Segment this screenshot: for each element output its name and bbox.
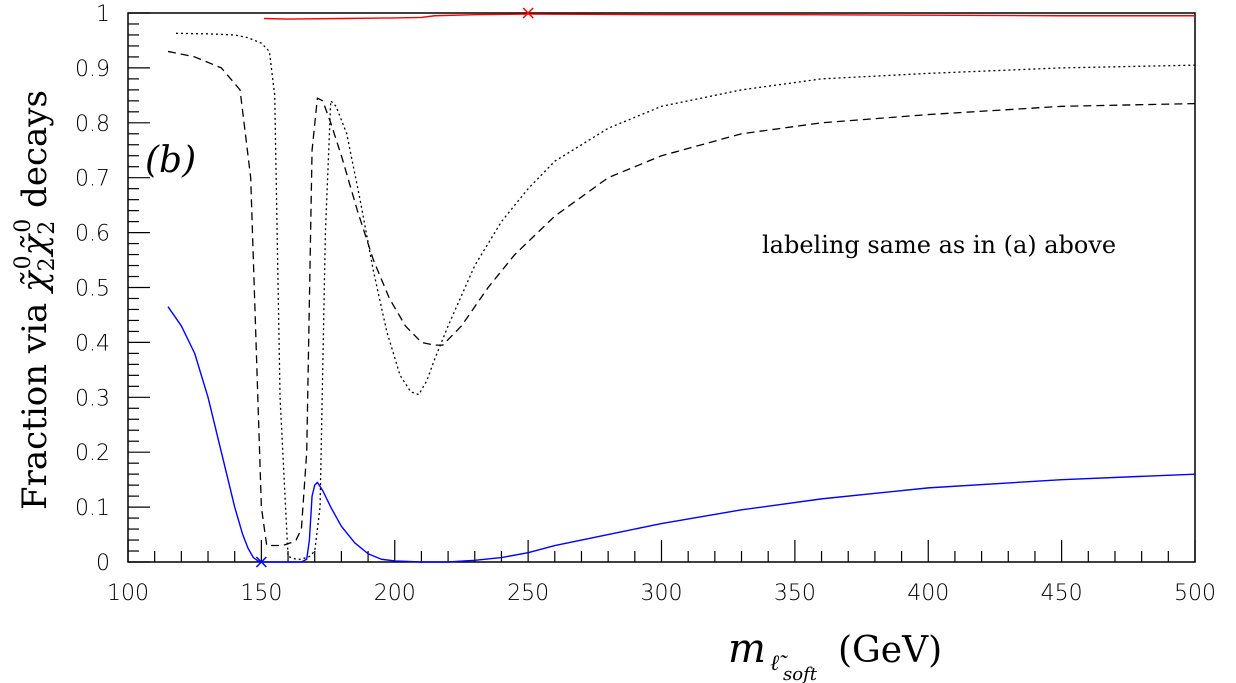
- panel-label: (b): [145, 140, 196, 181]
- y-axis-label-sub-1: 2: [35, 257, 60, 271]
- tick-labels: 100 150 200 250 300 350 400 450 500 0 0.1 0.2 0.3 0.4…: [75, 2, 1216, 606]
- x-tick-label: 400: [907, 581, 949, 606]
- x-axis-label-main: m: [728, 626, 766, 672]
- series-line-dotted-2: [175, 32, 1196, 560]
- x-axis-label: m ℓ̃ soft (GeV): [728, 626, 942, 683]
- x-tick-label: 500: [1174, 581, 1216, 606]
- y-axis-label-sup-2: 0: [11, 219, 36, 233]
- series-line-dashed-3: [167, 50, 1196, 547]
- x-tick-label: 350: [774, 581, 816, 606]
- x-tick-label: 150: [240, 581, 282, 606]
- series-line-solid-4: [167, 306, 1196, 563]
- plot-frame: [127, 12, 1196, 563]
- y-axis-label: Fraction via χ̃20χ̃20 decays: [11, 90, 60, 510]
- series-marker: [522, 7, 534, 19]
- y-tick-label: 0.4: [75, 331, 110, 356]
- series-line-solid-1: [264, 13, 1195, 20]
- y-axis-label-text: Fraction via χ̃20χ̃20 decays: [11, 90, 60, 510]
- y-axis-label-chi-1: χ̃: [15, 269, 55, 294]
- x-tick-label: 200: [374, 581, 416, 606]
- y-tick-label: 0.9: [75, 57, 110, 82]
- series-layer: [167, 13, 1196, 563]
- y-axis-label-sub-2: 2: [35, 221, 60, 235]
- y-axis-label-sup-1: 0: [11, 255, 36, 269]
- x-axis-label-sub-script: soft: [783, 664, 818, 683]
- x-tick-label: 300: [641, 581, 683, 606]
- x-tick-label: 450: [1041, 581, 1083, 606]
- y-tick-label: 0.3: [75, 386, 110, 411]
- x-tick-label: 100: [107, 581, 149, 606]
- y-tick-label: 0.8: [75, 112, 110, 137]
- y-tick-label: 0.7: [75, 167, 110, 192]
- y-tick-label: 0.5: [75, 277, 110, 302]
- annotation: labeling same as in (a) above: [762, 231, 1116, 259]
- series-marker: [255, 556, 267, 568]
- y-tick-label: 0.1: [75, 496, 110, 521]
- x-axis-label-unit: (GeV): [838, 630, 942, 671]
- y-axis-label-suffix: decays: [15, 90, 55, 219]
- x-tick-label: 250: [507, 581, 549, 606]
- marker-layer: [255, 7, 534, 568]
- y-axis-label-prefix: Fraction via: [15, 292, 55, 510]
- y-axis-label-chi-2: χ̃: [15, 232, 55, 257]
- axis-ticks: [127, 12, 1196, 563]
- y-tick-label: 0.6: [75, 222, 110, 247]
- plot-border: [127, 12, 1196, 563]
- y-tick-label: 0: [96, 551, 110, 576]
- y-tick-label: 0.2: [75, 441, 110, 466]
- y-tick-label: 1: [96, 2, 110, 27]
